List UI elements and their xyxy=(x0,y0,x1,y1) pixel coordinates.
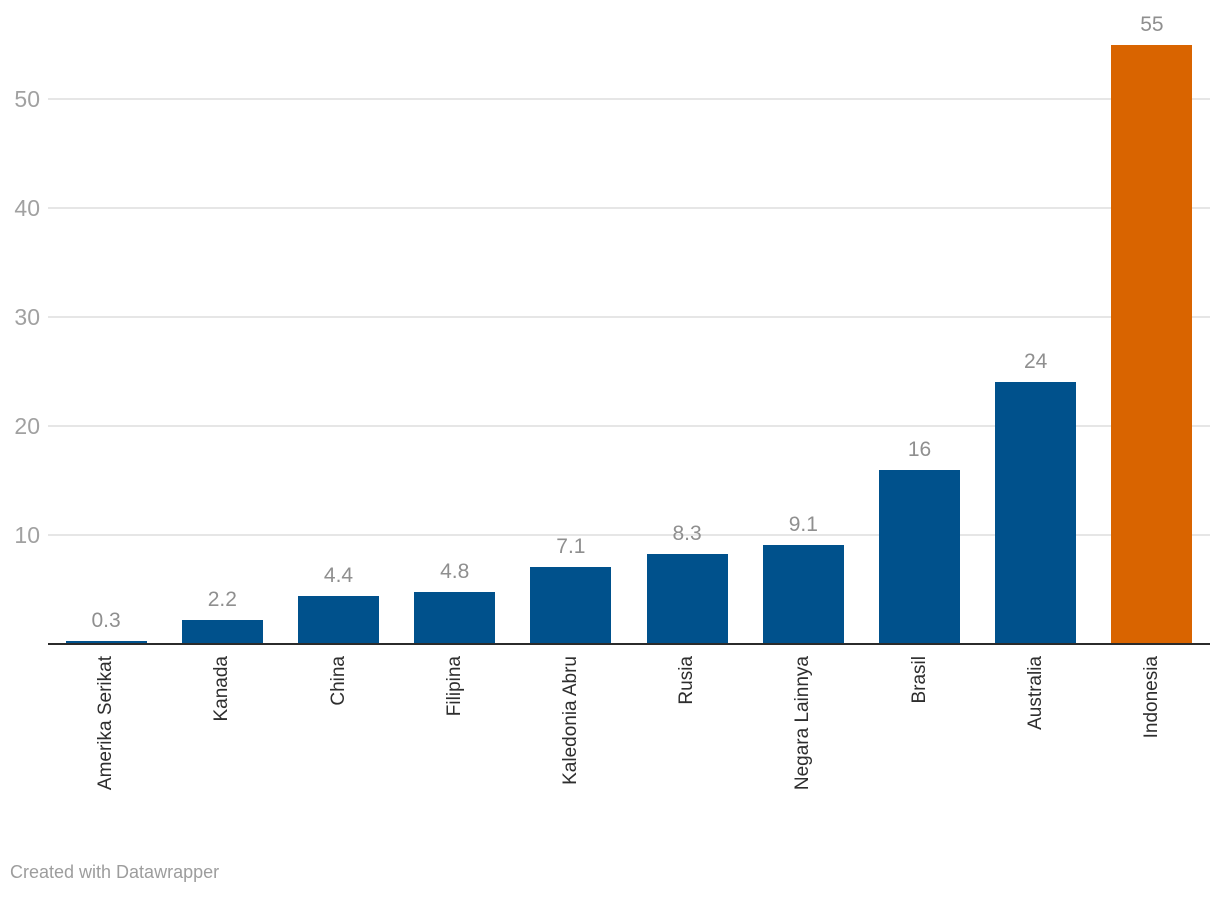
y-tick-label-30: 30 xyxy=(14,304,40,330)
category-label-australia: Australia xyxy=(1024,656,1046,730)
category-label-rusia: Rusia xyxy=(676,656,698,705)
value-label-australia: 24 xyxy=(1024,350,1048,374)
category-label-brasil: Brasil xyxy=(908,656,930,704)
category-label-amerika-serikat: Amerika Serikat xyxy=(95,656,117,791)
x-axis-line xyxy=(48,643,1210,645)
bar-filipina xyxy=(414,591,496,644)
bar-kaledonia-abru xyxy=(530,566,612,644)
category-label-kanada: Kanada xyxy=(211,656,233,722)
y-tick-label-50: 50 xyxy=(14,86,40,112)
bar-australia xyxy=(995,382,1077,644)
value-label-brasil: 16 xyxy=(907,437,932,461)
gridline-y-40 xyxy=(48,207,1210,209)
bar-indonesia xyxy=(1111,44,1193,644)
y-tick-label-10: 10 xyxy=(14,522,40,548)
gridline-y-10 xyxy=(48,534,1210,536)
bar-amerika-serikat xyxy=(65,640,147,644)
bar-kanada xyxy=(181,620,263,644)
category-label-filipina: Filipina xyxy=(443,656,465,717)
y-tick-label-40: 40 xyxy=(14,195,40,221)
gridline-y-50 xyxy=(48,98,1210,100)
value-label-filipina: 4.8 xyxy=(440,559,470,583)
category-label-negara-lainnya: Negara Lainnya xyxy=(792,656,814,791)
category-label-china: China xyxy=(327,656,349,706)
category-label-kaledonia-abru: Kaledonia Abru xyxy=(559,656,581,785)
bar-brasil xyxy=(879,469,960,644)
y-tick-label-20: 20 xyxy=(14,413,40,439)
bar-china xyxy=(298,596,379,644)
value-label-negara-lainnya: 9.1 xyxy=(788,512,818,536)
value-label-china: 4.4 xyxy=(323,564,354,588)
value-label-kanada: 2.2 xyxy=(207,588,237,612)
value-label-indonesia: 55 xyxy=(1140,12,1164,36)
value-label-kaledonia-abru: 7.1 xyxy=(556,534,586,558)
gridline-y-30 xyxy=(48,316,1210,318)
bar-rusia xyxy=(646,553,728,644)
value-label-amerika-serikat: 0.3 xyxy=(91,608,121,632)
category-label-indonesia: Indonesia xyxy=(1140,656,1162,739)
value-label-rusia: 8.3 xyxy=(672,521,702,545)
gridline-y-20 xyxy=(48,425,1210,427)
chart-credit: Created with Datawrapper xyxy=(10,862,220,882)
bar-negara-lainnya xyxy=(762,544,844,644)
